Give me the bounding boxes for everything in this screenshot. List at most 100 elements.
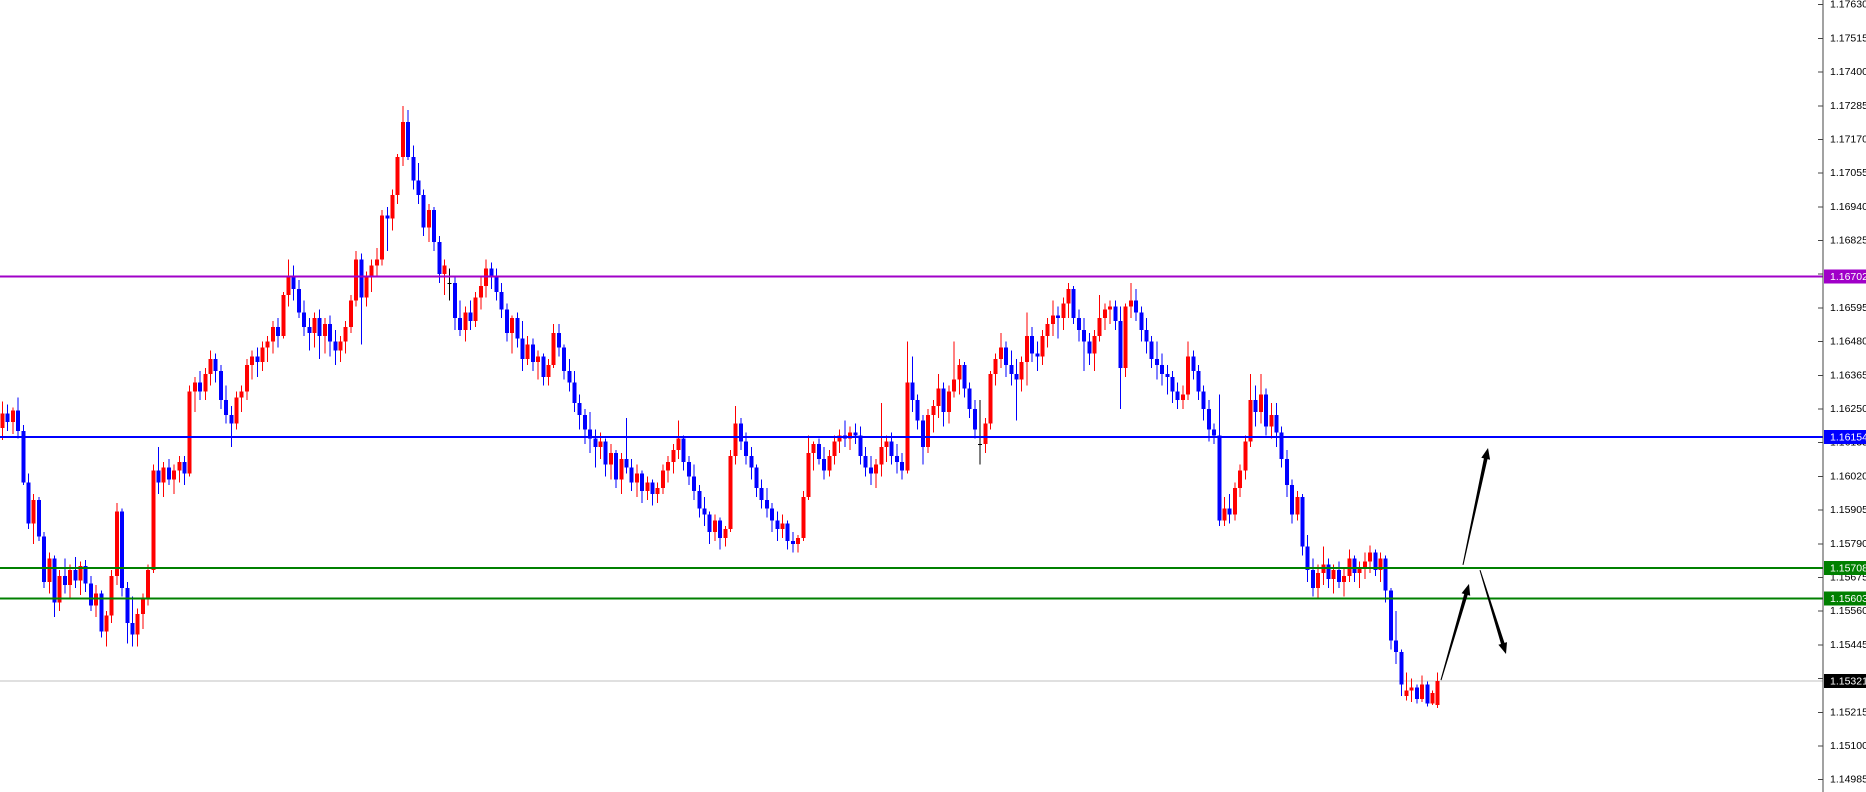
- candle-body: [458, 318, 463, 330]
- candle-body: [244, 365, 249, 392]
- candle-body: [135, 614, 140, 635]
- candle-body: [109, 576, 114, 616]
- candle-body: [1082, 329, 1087, 342]
- drawn-arrows[interactable]: [1440, 448, 1508, 681]
- candle-body: [1409, 687, 1414, 691]
- candle-body: [1092, 335, 1097, 354]
- candle-body: [1014, 373, 1019, 380]
- candle-body: [1336, 570, 1341, 582]
- candle-body: [432, 209, 437, 243]
- candle-body: [1305, 546, 1310, 571]
- candle-body: [910, 382, 915, 401]
- candle-body: [239, 391, 244, 398]
- candle-body: [962, 365, 967, 389]
- candle-body: [858, 435, 863, 456]
- candle-body: [1342, 576, 1347, 582]
- candle-body: [785, 523, 790, 541]
- candle-body: [1154, 359, 1159, 366]
- candle-body: [416, 180, 421, 196]
- candle-body: [78, 565, 83, 581]
- candle-body: [790, 540, 795, 544]
- candle-body: [759, 488, 764, 500]
- candle-body: [920, 420, 925, 448]
- candle-body: [884, 441, 889, 448]
- candle-body: [172, 470, 177, 480]
- trend-arrow: [1440, 583, 1471, 681]
- candle-body: [619, 458, 624, 480]
- candle-body: [868, 467, 873, 474]
- candle-body: [577, 403, 582, 415]
- candle-body: [598, 441, 603, 448]
- candle-body: [941, 388, 946, 412]
- candle-body: [770, 508, 775, 521]
- candle-body: [120, 511, 125, 588]
- trend-arrow: [1479, 570, 1507, 654]
- candle-body: [1425, 684, 1430, 704]
- candle-body: [468, 312, 473, 322]
- candle-body: [42, 536, 47, 582]
- candle-body: [894, 455, 899, 462]
- candle-body: [1352, 558, 1357, 574]
- candle-body: [1222, 508, 1227, 521]
- price-axis[interactable]: 1.17630 1.17515 1.17400 1.17285 1.17170 1.170…: [1818, 0, 1866, 792]
- candle-body: [764, 499, 769, 509]
- candle-body: [1290, 485, 1295, 515]
- candle-body: [52, 558, 57, 603]
- candle-body: [156, 470, 161, 483]
- candle-body: [73, 570, 78, 581]
- candle-body: [1108, 306, 1113, 310]
- candle-body: [556, 332, 561, 348]
- candle-body: [1217, 435, 1222, 521]
- candle-body: [993, 359, 998, 374]
- candle-body: [177, 461, 182, 471]
- candle-body: [208, 359, 213, 374]
- candle-body: [99, 593, 104, 632]
- candle-body: [504, 309, 509, 333]
- candle-body: [874, 464, 879, 474]
- candle-body: [671, 450, 676, 462]
- candle-body: [478, 285, 483, 298]
- candle-body: [130, 622, 135, 635]
- axis-tick-label: 1.16825: [1830, 235, 1866, 247]
- candle-body: [390, 195, 395, 219]
- level-lines[interactable]: [0, 275, 1823, 600]
- candle-body: [88, 583, 93, 606]
- candle-body: [1035, 353, 1040, 357]
- candle-body: [712, 520, 717, 533]
- candle-body: [203, 373, 208, 392]
- candle-body: [614, 452, 619, 480]
- price-badges: 1.16702 1.16154 1.15708 1.15603 1.15321: [1824, 269, 1866, 689]
- axis-tick-label: 1.16595: [1830, 302, 1866, 314]
- candle-body: [572, 382, 577, 404]
- candle-body: [406, 121, 411, 158]
- candle-body: [83, 565, 88, 584]
- candle-body: [1118, 321, 1123, 369]
- candle-body: [1040, 335, 1045, 357]
- candle-body: [494, 277, 499, 292]
- axis-tick-label: 1.15905: [1830, 504, 1866, 516]
- candle-body: [681, 438, 686, 462]
- candle-body: [1102, 309, 1107, 319]
- candle-body: [905, 382, 910, 471]
- candle-body: [546, 365, 551, 377]
- candle-body: [530, 344, 535, 363]
- candle-body: [754, 467, 759, 489]
- candle-body: [582, 414, 587, 430]
- candle-body: [224, 400, 229, 415]
- candle-body: [1357, 567, 1362, 574]
- candle-body: [1331, 570, 1336, 579]
- candle-body: [775, 520, 780, 530]
- candle-body: [536, 356, 541, 363]
- candle-body: [853, 432, 858, 436]
- candle-body: [608, 452, 613, 465]
- candle-body: [125, 587, 130, 623]
- candle-body: [343, 326, 348, 342]
- candle-body: [806, 452, 811, 497]
- candle-body: [541, 356, 546, 377]
- candle-body: [1388, 590, 1393, 641]
- price-badge-label: 1.15603: [1830, 593, 1866, 605]
- candle-body: [723, 529, 728, 538]
- candle-body: [1123, 306, 1128, 369]
- candle-body: [796, 537, 801, 544]
